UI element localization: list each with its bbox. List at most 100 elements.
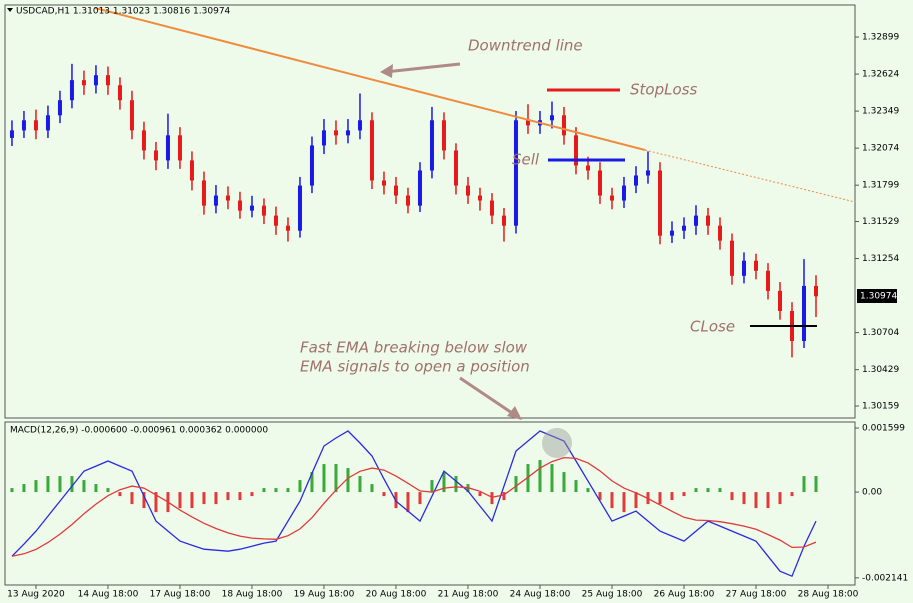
histogram-bar: [430, 480, 434, 493]
histogram-bar: [370, 484, 374, 493]
candle-body: [261, 205, 266, 216]
candle-body: [225, 195, 230, 201]
candle-body: [237, 200, 242, 211]
histogram-bar: [694, 488, 698, 493]
histogram-bar: [778, 492, 782, 505]
histogram-bar: [334, 464, 338, 493]
x-tick-label: 27 Aug 18:00: [726, 590, 787, 600]
histogram-bar: [706, 488, 710, 493]
candle-body: [141, 130, 146, 151]
y-tick-label: 1.32624: [862, 70, 899, 80]
histogram-bar: [442, 472, 446, 493]
histogram-bar: [670, 492, 674, 501]
x-tick-label: 13 Aug 2020: [7, 590, 65, 600]
histogram-bar: [682, 492, 686, 497]
y-tick-label: 1.30429: [862, 365, 899, 375]
y-tick-label: 1.30704: [862, 328, 899, 338]
candle-body: [129, 100, 134, 131]
y-tick-label: 1.31799: [862, 181, 899, 191]
candle-body: [705, 215, 710, 226]
y-tick-label: 1.31529: [862, 217, 899, 227]
x-tick-label: 20 Aug 18:00: [366, 590, 427, 600]
candle-body: [777, 290, 782, 311]
histogram-bar: [250, 492, 254, 497]
histogram-bar: [562, 472, 566, 493]
y-tick-label: 1.32074: [862, 144, 899, 154]
histogram-bar: [46, 476, 50, 493]
candle-body: [201, 180, 206, 206]
y-tick-label: 1.32349: [862, 107, 899, 117]
candle-body: [429, 120, 434, 171]
candle-body: [189, 160, 194, 181]
candle-body: [93, 75, 98, 86]
annotation: CLose: [690, 318, 735, 336]
histogram-bar: [754, 492, 758, 509]
annotation: Downtrend line: [468, 37, 583, 55]
histogram-bar: [262, 488, 266, 493]
histogram-bar: [730, 492, 734, 501]
y-tick-label: 1.31254: [862, 254, 899, 264]
candle-body: [657, 170, 662, 236]
candle-body: [717, 225, 722, 241]
candle-body: [165, 135, 170, 161]
candle-body: [153, 150, 158, 161]
histogram-bar: [550, 464, 554, 493]
histogram-bar: [70, 476, 74, 493]
candle-body: [645, 170, 650, 176]
candle-body: [381, 180, 386, 186]
trend-line-extension: [644, 149, 856, 203]
candle-body: [561, 115, 566, 136]
histogram-bar: [514, 476, 518, 493]
macd-panel: [4, 421, 856, 586]
histogram-bar: [118, 492, 122, 497]
histogram-bar: [274, 488, 278, 493]
histogram-bar: [58, 476, 62, 493]
x-tick-label: 21 Aug 18:00: [438, 590, 499, 600]
marks: [9, 36, 859, 589]
candle-body: [465, 185, 470, 196]
histogram-bar: [418, 492, 422, 505]
y-tick-label: -0.002141: [862, 573, 908, 583]
histogram-bar: [286, 488, 290, 493]
histogram-bar: [790, 492, 794, 497]
histogram-bar: [202, 492, 206, 505]
candle-body: [525, 120, 530, 126]
x-tick-label: 24 Aug 18:00: [510, 590, 571, 600]
histogram-bar: [538, 460, 542, 493]
candle-body: [393, 185, 398, 196]
x-tick-label: 17 Aug 18:00: [150, 590, 211, 600]
y-tick-label: 1.30159: [862, 402, 899, 412]
histogram-bar: [598, 492, 602, 501]
candle-body: [813, 285, 818, 297]
candle-body: [417, 170, 422, 206]
candle-body: [681, 225, 686, 231]
candle-body: [741, 260, 746, 276]
x-tick-label: 28 Aug 18:00: [798, 590, 859, 600]
histogram-bar: [130, 492, 134, 505]
histogram-bar: [22, 484, 26, 493]
x-tick-label: 18 Aug 18:00: [222, 590, 283, 600]
histogram-bar: [502, 492, 506, 501]
histogram-bar: [382, 492, 386, 497]
histogram-bar: [478, 492, 482, 497]
annotation: EMA signals to open a position: [300, 358, 530, 376]
histogram-bar: [154, 492, 158, 513]
x-tick-label: 25 Aug 18:00: [582, 590, 643, 600]
candle-body: [801, 285, 806, 341]
candle-body: [585, 165, 590, 171]
arrow-head: [507, 406, 522, 420]
histogram-bar: [814, 476, 818, 493]
candle-body: [297, 185, 302, 231]
candle-body: [105, 75, 110, 86]
chart-header: USDCAD,H1 1.31013 1.31023 1.30816 1.3097…: [16, 7, 231, 17]
candle-body: [45, 115, 50, 131]
histogram-bar: [766, 492, 770, 509]
histogram-bar: [82, 480, 86, 493]
macd-line: [11, 430, 817, 578]
candle-body: [609, 195, 614, 201]
x-tick-label: 26 Aug 18:00: [654, 590, 715, 600]
y-tick-label: 1.32899: [862, 33, 899, 43]
candle-body: [597, 170, 602, 196]
histogram-bar: [94, 484, 98, 493]
candle-body: [369, 120, 374, 181]
